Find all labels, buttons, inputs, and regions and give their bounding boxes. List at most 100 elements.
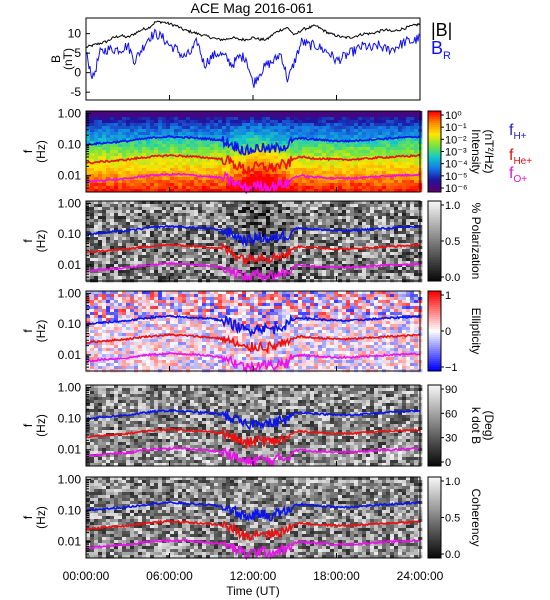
colorbar-tick-label: 10⁻³ [445,147,467,159]
cyclotron-line-he [85,519,421,542]
freq-ylabel-units: (Hz) [34,320,48,343]
spectrogram-polarization [86,201,423,283]
freq-tick-label: 0.10 [58,138,82,152]
colorbar-tick-label: 0.0 [445,272,460,284]
cyclotron-line-he [85,427,421,449]
colorbar-label: (nT²/Hz) [482,130,496,174]
cyclotron-label-o: fO+ [509,165,527,185]
panel-kdotb: 1.00 0.10 0.01 f (Hz) 90 60 30 0 k dot B (Deg) [21,380,496,469]
freq-tick-label: 0.10 [58,412,82,426]
freq-ylabel: f [21,149,35,153]
colorbar-tick-label: 0.0 [445,549,460,561]
figure-title: ACE Mag 2016-061 [191,0,314,16]
colorbar-tick-label: 0 [445,457,451,469]
colorbar-tick-label: 10⁻⁵ [445,171,468,183]
cyclotron-line-o [85,538,421,561]
x-tick-label: 12:00:00 [230,569,277,583]
cyclotron-line-h [85,135,421,156]
y-tick-label: -5 [70,85,81,99]
series-line-b-r [85,28,421,88]
colorbar-tick-label: −1 [445,362,458,374]
freq-ylabel-units: (Hz) [34,414,48,437]
freq-tick-label: 1.00 [58,286,82,300]
freq-tick-label: 0.01 [58,169,82,183]
cyclotron-line-h [85,313,421,338]
colorbar-label: % Polarization [469,203,483,280]
b-field-panel-frame [85,17,421,101]
cyclotron-line-he [85,153,421,176]
top-ylabel-units: (nT) [61,48,75,70]
freq-tick-label: 1.00 [58,472,82,486]
cyclotron-line-h [85,224,421,247]
colorbar-tick-label: 1.0 [445,200,460,212]
freq-ylabel: f [21,423,35,427]
colorbar-kdotb: 90 60 30 0 k dot B (Deg) [427,384,496,469]
freq-tick-label: 0.10 [58,504,82,518]
x-tick-label: 00:00:00 [63,569,110,583]
cyclotron-line-h [85,409,421,431]
colorbar-tick-label: 10⁻⁶ [445,183,468,195]
colorbar-label: Ellipticity [469,308,483,355]
cyclotron-line-he [85,241,421,267]
cyclotron-line-he [85,332,421,354]
colorbar-tick-label: 0 [445,326,451,338]
colorbar-tick-label: 30 [445,433,457,445]
panel-coherency: 1.00 0.10 0.01 f (Hz) 1.0 0.5 0.0 Coherency [21,472,483,561]
freq-ylabel: f [21,515,35,519]
cyclotron-line-o [85,261,421,283]
x-tick-label: 18:00:00 [313,569,360,583]
colorbar-tick-label: 0.5 [445,236,460,248]
colorbar-tick-label: 1 [445,290,451,302]
freq-ylabel-units: (Hz) [34,140,48,163]
colorbar-label: k dot B [469,407,483,444]
freq-tick-label: 1.00 [58,196,82,210]
y-tick-label: 0 [74,66,81,80]
legend-b-total: |B| [431,20,452,40]
freq-tick-label: 0.01 [58,258,82,272]
colorbar-tick-label: 10⁻⁴ [445,159,468,171]
colorbar-polarization: 1.0 0.5 0.0 % Polarization [427,200,483,284]
colorbar-tick-label: 10⁻¹ [445,122,467,134]
series-line-b-total [85,20,421,49]
freq-tick-label: 0.01 [58,535,82,549]
top-ylabel: B [49,55,63,63]
panel-intensity: 1.00 0.10 0.01 f (Hz) 10⁰10⁻¹10⁻²10⁻³10⁻⁴10⁻⁵… [21,106,496,195]
y-tick-label: 5 [74,46,81,60]
x-tick-label: 24:00:00 [397,569,444,583]
legend-b-r: BR [431,38,451,62]
colorbar-tick-label: 90 [445,384,457,396]
colorbar-frame [427,384,442,467]
colorbar-tick-label: 10⁰ [445,110,462,122]
freq-ylabel-units: (Hz) [34,506,48,529]
x-axis-label: Time (UT) [226,584,280,598]
colorbar-ellipticity: 1 0 −1 Ellipticity [427,290,483,374]
cyclotron-label-he: fHe+ [509,147,532,167]
x-tick-label: 06:00:00 [146,569,193,583]
cyclotron-line-h [85,500,421,522]
spectrogram-kdotb [86,385,423,467]
freq-ylabel: f [21,239,35,243]
panel-polarization: 1.00 0.10 0.01 f (Hz) 1.0 0.5 0.0 % Polarization [21,196,483,284]
freq-tick-label: 0.01 [58,348,82,362]
colorbar-coherency: 1.0 0.5 0.0 Coherency [427,476,483,561]
colorbar-label: (Deg) [482,410,496,440]
y-tick-label: 10 [68,27,82,41]
freq-tick-label: 0.10 [58,227,82,241]
freq-tick-label: 0.10 [58,317,82,331]
freq-ylabel: f [21,329,35,333]
panel-ellipticity: 1.00 0.10 0.01 f (Hz) 1 0 −1 Ellipticity [21,286,483,374]
colorbar-tick-label: 0.5 [445,513,460,525]
freq-tick-label: 0.01 [58,443,82,457]
freq-ylabel-units: (Hz) [34,230,48,253]
colorbar-label: Intensity [469,129,483,174]
colorbar-tick-label: 60 [445,408,457,420]
freq-tick-label: 1.00 [58,106,82,120]
colorbar-tick-label: 1.0 [445,476,460,488]
cyclotron-label-h: fH+ [509,122,527,142]
colorbar-label: Coherency [469,488,483,546]
colorbar-tick-label: 10⁻² [445,134,467,146]
freq-tick-label: 1.00 [58,380,82,394]
